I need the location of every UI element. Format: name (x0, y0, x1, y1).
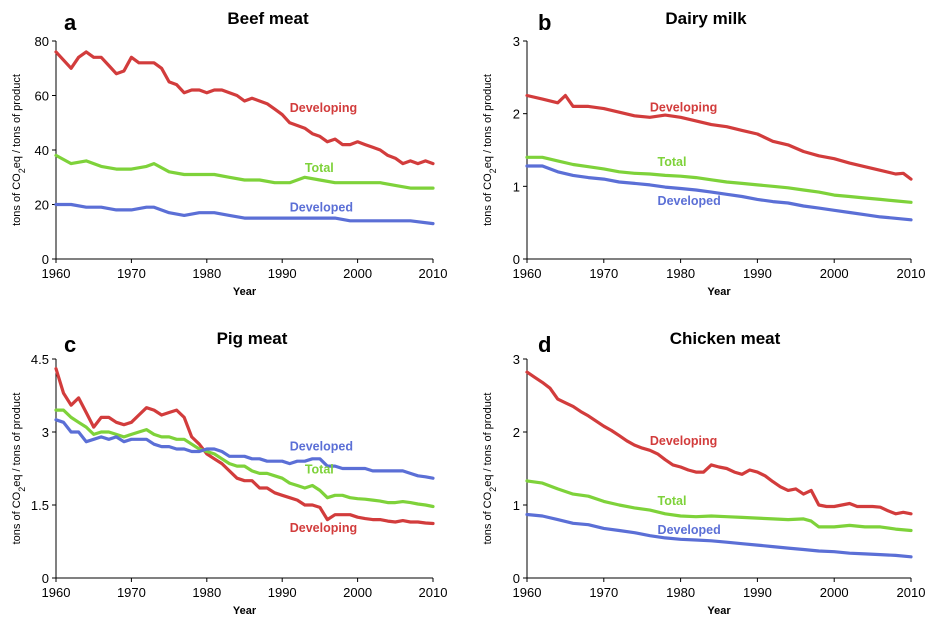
y-tick-label: 80 (35, 34, 49, 49)
x-tick-label: 1980 (192, 585, 221, 600)
y-tick-label: 40 (35, 143, 49, 158)
x-tick-label: 1990 (268, 266, 297, 281)
x-tick-label: 1990 (743, 585, 772, 600)
y-tick-label: 0 (42, 571, 49, 586)
panel-title: Chicken meat (670, 329, 781, 348)
panel-letter: a (64, 10, 77, 35)
y-tick-label: 1 (513, 179, 520, 194)
series-label-developing: Developing (290, 101, 357, 115)
series-line-developed (525, 512, 913, 559)
x-tick-label: 2000 (820, 585, 849, 600)
y-tick-label: 2 (513, 425, 520, 440)
series-line-developed (525, 164, 913, 222)
x-tick-label: 1980 (666, 266, 695, 281)
x-tick-label: 2010 (419, 266, 448, 281)
y-tick-label: 1 (513, 498, 520, 513)
series-line-developing (525, 370, 913, 516)
x-tick-label: 1990 (268, 585, 297, 600)
x-axis-label: Year (233, 605, 257, 617)
series-label-developing: Developing (650, 434, 717, 448)
series-label-developing: Developing (290, 521, 357, 535)
y-axis-label: tons of CO2eq / tons of product (482, 393, 498, 545)
series-label-total: Total (305, 161, 334, 175)
y-tick-label: 3 (42, 425, 49, 440)
x-tick-label: 1970 (117, 266, 146, 281)
x-tick-label: 2000 (820, 266, 849, 281)
series-label-developed: Developed (290, 200, 353, 214)
series-line-developing (54, 367, 435, 526)
x-tick-label: 1960 (513, 585, 542, 600)
series-label-developed: Developed (658, 194, 721, 208)
y-tick-label: 3 (513, 352, 520, 367)
x-tick-label: 1980 (666, 585, 695, 600)
x-tick-label: 1970 (589, 585, 618, 600)
series-line-total (525, 479, 913, 533)
panel-title: Dairy milk (665, 9, 747, 28)
series-line-total (54, 408, 435, 509)
x-tick-label: 2000 (343, 266, 372, 281)
x-tick-label: 1960 (513, 266, 542, 281)
series-line-total (54, 153, 435, 190)
x-axis-label: Year (707, 605, 731, 617)
x-tick-label: 2010 (419, 585, 448, 600)
x-tick-label: 1970 (589, 266, 618, 281)
x-tick-label: 1980 (192, 266, 221, 281)
panel-b: b Dairy milk 0 1 2 3 1960 1970 1980 1990 2000 2010 Y… (482, 9, 925, 298)
panel-d: d Chicken meat 0 1 2 3 1960 1970 1980 1990 2000 201… (482, 329, 925, 617)
y-tick-label: 20 (35, 198, 49, 213)
x-tick-label: 1960 (42, 266, 71, 281)
x-tick-label: 2010 (897, 585, 926, 600)
series-label-total: Total (658, 155, 687, 169)
panel-title: Pig meat (217, 329, 288, 348)
y-tick-label: 2 (513, 107, 520, 122)
series-line-developing (54, 50, 435, 166)
y-tick-label: 4.5 (31, 352, 49, 367)
y-tick-label: 0 (42, 252, 49, 267)
series-label-developed: Developed (658, 523, 721, 537)
series-line-developed (54, 418, 435, 480)
series-label-total: Total (658, 494, 687, 508)
series-line-developed (54, 202, 435, 226)
y-axis-label: tons of CO2eq / tons of product (482, 74, 498, 226)
series-label-developing: Developing (650, 100, 717, 114)
series-label-developed: Developed (290, 439, 353, 453)
x-tick-label: 2000 (343, 585, 372, 600)
series-line-developing (525, 93, 913, 181)
x-tick-label: 2010 (897, 266, 926, 281)
x-tick-label: 1990 (743, 266, 772, 281)
panel-letter: b (538, 10, 551, 35)
y-tick-label: 60 (35, 89, 49, 104)
y-tick-label: 1.5 (31, 498, 49, 513)
panel-letter: c (64, 332, 76, 357)
y-tick-label: 0 (513, 252, 520, 267)
x-tick-label: 1970 (117, 585, 146, 600)
panel-a: a Beef meat 0 20 40 60 80 1960 1970 1980 1990 2000 2… (11, 9, 447, 298)
y-tick-label: 0 (513, 571, 520, 586)
panel-title: Beef meat (227, 9, 309, 28)
series-label-total: Total (305, 462, 334, 476)
x-axis-label: Year (233, 286, 257, 298)
x-tick-label: 1960 (42, 585, 71, 600)
y-tick-label: 3 (513, 34, 520, 49)
panel-c: c Pig meat 0 1.5 3 4.5 1960 1970 1980 1990 2000 201… (11, 329, 447, 617)
panel-letter: d (538, 332, 551, 357)
series-line-total (525, 155, 913, 204)
x-axis-label: Year (707, 286, 731, 298)
y-axis-label: tons of CO2eq / tons of product (11, 393, 27, 545)
y-axis-label: tons of CO2eq / tons of product (11, 74, 27, 226)
